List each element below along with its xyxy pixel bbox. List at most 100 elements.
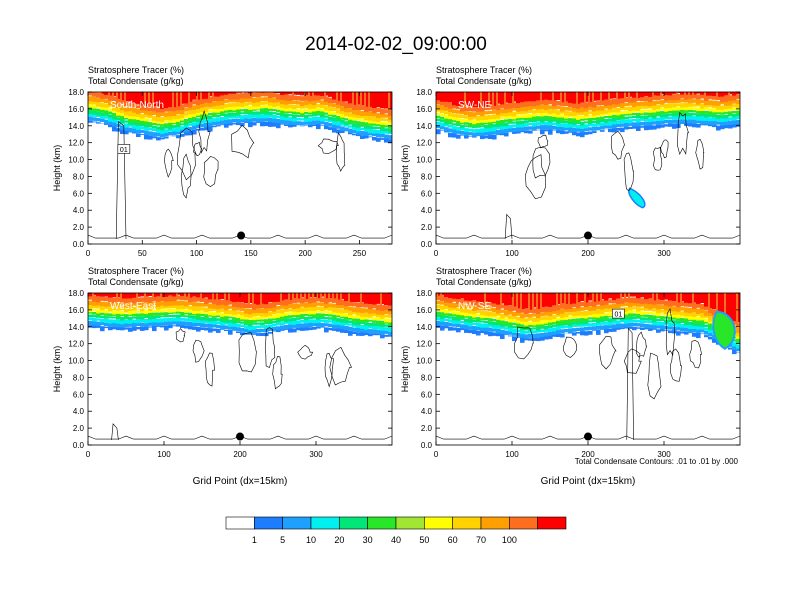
- x-tick-label: 100: [190, 249, 204, 258]
- contour-line: [272, 355, 283, 390]
- contour-line: [610, 130, 625, 160]
- y-tick-label: 0.0: [73, 240, 85, 249]
- contour-line: [623, 152, 634, 192]
- contour-line: [238, 332, 257, 373]
- y-axis-label: Height (km): [400, 145, 410, 192]
- y-tick-label: 8.0: [73, 172, 85, 181]
- colorbar-label: 60: [448, 535, 458, 545]
- y-tick-label: 0.0: [421, 441, 433, 450]
- x-tick-label: 200: [233, 450, 247, 459]
- contour-line: [180, 153, 192, 199]
- colorbar-label: 20: [334, 535, 344, 545]
- colorbar-swatch: [254, 516, 283, 530]
- contour-line: [514, 326, 534, 360]
- y-tick-label: 2.0: [73, 424, 85, 433]
- y-axis-label: Height (km): [400, 346, 410, 393]
- panel-4: 01 0 100 200 300 0.0 2.0 4.0 6.0 8.0 10.0 12.0 14.0 1…: [400, 266, 741, 487]
- colorbar-swatch: [310, 516, 340, 530]
- panel-title-line2: Total Condensate (g/kg): [436, 277, 532, 287]
- contour-line: [525, 154, 546, 200]
- contour-label: 01: [120, 147, 128, 154]
- panel-label: West-East: [110, 301, 156, 312]
- colorbar-label: 50: [419, 535, 429, 545]
- contour-line: [115, 120, 127, 239]
- tracer-blob: [628, 187, 646, 209]
- y-tick-label: 4.0: [73, 407, 85, 416]
- y-tick-label: 16.0: [416, 105, 432, 114]
- contour-line: [204, 352, 215, 387]
- colorbar-swatch: [452, 516, 482, 530]
- contour-line: [626, 327, 634, 440]
- panel-1: 01 0 50 100 150 200 250 0.0 2.0 4.0 6.0 8.0 10.0 12.0…: [52, 65, 393, 258]
- y-tick-label: 4.0: [421, 206, 433, 215]
- y-axis-label: Height (km): [52, 346, 62, 393]
- y-tick-label: 10.0: [68, 357, 84, 366]
- x-tick-label: 100: [505, 249, 519, 258]
- y-tick-label: 16.0: [416, 306, 432, 315]
- x-tick-label: 100: [157, 450, 171, 459]
- y-tick-label: 4.0: [73, 206, 85, 215]
- panel-2: 0 100 200 300 0.0 2.0 4.0 6.0 8.0 10.0 12.0 14.0 16.…: [400, 65, 741, 258]
- tracer-blob: [712, 310, 736, 350]
- y-tick-label: 12.0: [68, 340, 84, 349]
- y-tick-label: 6.0: [73, 390, 85, 399]
- tracer-field: [88, 92, 392, 144]
- y-tick-label: 8.0: [73, 373, 85, 382]
- y-tick-label: 6.0: [73, 189, 85, 198]
- location-marker: [584, 231, 592, 240]
- colorbar-swatch: [367, 516, 397, 530]
- colorbar-swatch: [339, 516, 368, 530]
- contour-line: [329, 346, 352, 386]
- condensate-contours: [88, 327, 392, 440]
- y-tick-label: 14.0: [416, 122, 432, 131]
- contour-line: [317, 138, 339, 154]
- contour-label: 01: [615, 312, 623, 319]
- colorbar-label: 30: [363, 535, 373, 545]
- colorbar-swatch: [225, 516, 255, 530]
- tracer-field: [436, 92, 740, 209]
- y-tick-label: 8.0: [421, 172, 433, 181]
- x-tick-label: 300: [657, 249, 671, 258]
- x-tick-label: 300: [657, 450, 671, 459]
- contour-line: [335, 132, 346, 172]
- x-tick-label: 50: [138, 249, 147, 258]
- colorbar-label: 100: [502, 535, 517, 545]
- colorbar-label: 70: [476, 535, 486, 545]
- y-tick-label: 18.0: [416, 289, 432, 298]
- panel-title-line1: Stratosphere Tracer (%): [436, 65, 532, 75]
- figure-title: 2014-02-02_09:00:00: [305, 34, 487, 55]
- contour-line: [177, 127, 197, 181]
- y-tick-label: 16.0: [68, 306, 84, 315]
- contour-label-box: [117, 144, 131, 154]
- y-tick-label: 6.0: [421, 390, 433, 399]
- x-tick-label: 100: [505, 450, 519, 459]
- y-tick-label: 14.0: [68, 323, 84, 332]
- y-tick-label: 18.0: [416, 88, 432, 97]
- location-marker: [237, 231, 246, 240]
- contour-line: [635, 331, 648, 358]
- y-tick-label: 14.0: [416, 323, 432, 332]
- y-tick-label: 8.0: [421, 373, 433, 382]
- colorbar-label: 1: [252, 535, 257, 545]
- x-tick-label: 0: [434, 249, 439, 258]
- y-tick-label: 6.0: [421, 189, 433, 198]
- y-tick-label: 10.0: [68, 156, 84, 165]
- contour-line: [563, 336, 578, 358]
- y-tick-label: 4.0: [421, 407, 433, 416]
- colorbar-swatch: [282, 516, 312, 530]
- contour-line: [623, 348, 642, 374]
- x-axis-label: Grid Point (dx=15km): [193, 476, 288, 487]
- y-tick-label: 12.0: [68, 139, 84, 148]
- x-tick-label: 0: [86, 249, 91, 258]
- contour-line: [532, 146, 551, 179]
- contour-line: [537, 134, 549, 149]
- colorbar-swatch: [395, 516, 425, 530]
- tracer-field: [88, 293, 392, 339]
- y-tick-label: 18.0: [68, 289, 84, 298]
- contour-line: [504, 213, 513, 239]
- y-tick-label: 10.0: [416, 357, 432, 366]
- x-axis-label: Grid Point (dx=15km): [541, 476, 636, 487]
- contour-line: [193, 141, 203, 157]
